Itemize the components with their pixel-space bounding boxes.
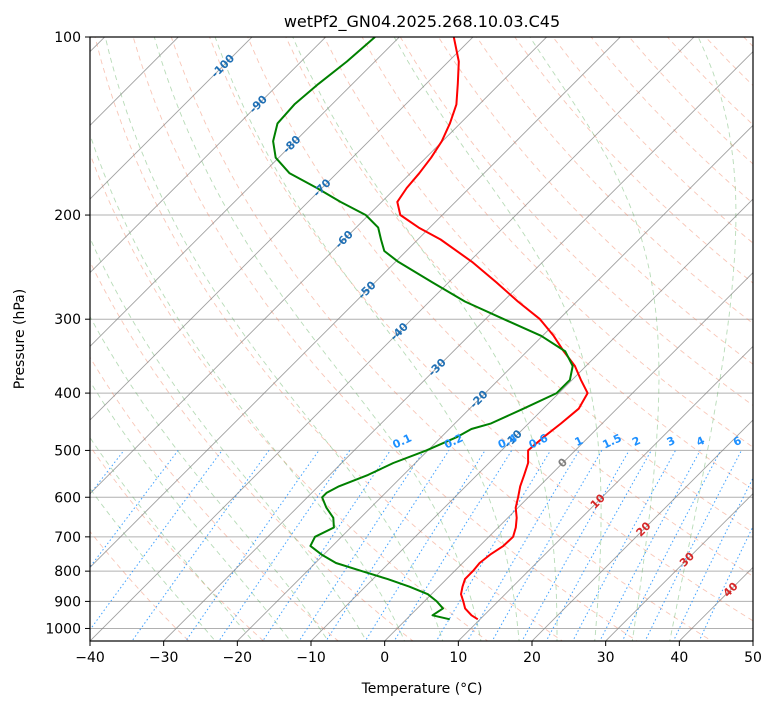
mixing-ratio-lines <box>90 450 753 641</box>
x-tick-label: −40 <box>75 650 105 666</box>
isotherm-line <box>310 198 753 641</box>
moist-adiabats <box>90 37 737 641</box>
mixing-ratio-line <box>325 450 450 641</box>
dry-adiabat-line <box>90 260 414 641</box>
chart-title: wetPf2_GN04.2025.268.10.03.C45 <box>284 12 560 32</box>
dry-adiabat-line <box>90 152 489 641</box>
x-tick-label: −20 <box>223 650 253 666</box>
dry-adiabat-line <box>399 37 753 406</box>
y-tick-label: 200 <box>54 208 81 224</box>
dry-adiabat-line <box>132 37 638 641</box>
moist-adiabat-line <box>104 37 444 641</box>
dry-adiabat-line <box>94 37 564 641</box>
x-axis-title: Temperature (°C) <box>361 681 483 697</box>
mixing-ratio-line <box>521 450 630 641</box>
y-tick-label: 600 <box>54 490 81 506</box>
mixing-ratio-line <box>262 450 391 641</box>
x-tick-label: 40 <box>670 650 688 666</box>
isotherm-line <box>90 37 474 421</box>
isotherm-line <box>384 272 753 641</box>
x-axis: −40 −30 −20 −10 0 10 20 30 40 50 <box>75 641 762 666</box>
x-tick-label: 30 <box>597 650 615 666</box>
y-axis: 100 200 300 400 500 600 700 800 900 1000 <box>45 30 90 637</box>
mixing-ratio-line <box>298 450 425 641</box>
isotherm-line <box>90 37 400 347</box>
mixing-ratio-line <box>672 477 753 641</box>
x-tick-label: −30 <box>149 650 179 666</box>
y-tick-label: 500 <box>54 443 81 459</box>
mixing-ratio-line <box>364 450 486 641</box>
mixing-ratio-line <box>572 450 676 641</box>
isotherm-line <box>90 37 327 274</box>
mixing-ratio-line <box>218 450 351 641</box>
x-tick-label: 10 <box>449 650 467 666</box>
dry-adiabat-line <box>247 37 753 577</box>
moist-adiabat-line <box>90 380 291 641</box>
plot-background <box>90 37 753 641</box>
mixing-ratio-label: 8 <box>755 434 767 449</box>
mixing-ratio-line <box>435 450 552 641</box>
dry-adiabat-line <box>170 37 713 641</box>
isotherm-line <box>457 345 753 641</box>
y-tick-label: 300 <box>54 312 81 328</box>
isotherm-grid <box>90 37 753 641</box>
dewpoint-profile-line <box>272 37 574 621</box>
moist-adiabat-line <box>529 37 660 641</box>
moist-adiabat-line <box>214 37 520 641</box>
isotherm-line <box>605 493 753 641</box>
y-tick-label: 800 <box>54 564 81 580</box>
plot-frame <box>89 36 754 642</box>
dry-adiabat-line <box>438 37 753 365</box>
mixing-ratio-line <box>131 450 270 641</box>
y-axis-title: Pressure (hPa) <box>12 289 28 389</box>
mixing-ratio-line <box>466 450 580 641</box>
moist-adiabat-line <box>90 133 405 641</box>
isotherm-line <box>90 37 548 495</box>
dry-adiabats <box>90 37 753 641</box>
y-tick-label: 1000 <box>45 621 81 637</box>
moist-adiabat-line <box>90 237 367 641</box>
mixing-ratio-line <box>90 450 223 631</box>
isotherm-line <box>531 419 753 641</box>
isotherm-line <box>163 51 753 641</box>
dry-adiabat-line <box>285 37 753 534</box>
x-tick-label: 20 <box>523 650 541 666</box>
dry-adiabat-line <box>323 37 753 491</box>
x-tick-label: 50 <box>744 650 762 666</box>
moist-adiabat-line <box>292 37 558 641</box>
y-tick-label: 900 <box>54 594 81 610</box>
isotherm-line <box>90 37 253 200</box>
moist-adiabat-line <box>393 37 602 641</box>
y-tick-label: 100 <box>54 30 81 46</box>
y-tick-label: 700 <box>54 530 81 546</box>
mixing-ratio-line <box>545 450 652 641</box>
dry-adiabat-line <box>90 356 339 641</box>
isobar-grid <box>90 37 753 629</box>
mixing-ratio-line <box>393 450 513 641</box>
isotherm-line <box>236 124 753 641</box>
moist-adiabat-line <box>90 487 216 641</box>
sounding-series <box>272 37 589 621</box>
moist-adiabat-line <box>669 37 737 641</box>
isotherm-line <box>90 37 621 568</box>
y-tick-label: 400 <box>54 386 81 402</box>
x-tick-label: 0 <box>380 650 389 666</box>
temperature-profile-line <box>396 37 589 621</box>
dry-adiabat-line <box>209 37 753 622</box>
x-tick-label: −10 <box>296 650 326 666</box>
isotherm-line <box>90 37 695 641</box>
moist-adiabat-line <box>90 436 254 641</box>
moist-adiabat-line <box>153 37 482 641</box>
